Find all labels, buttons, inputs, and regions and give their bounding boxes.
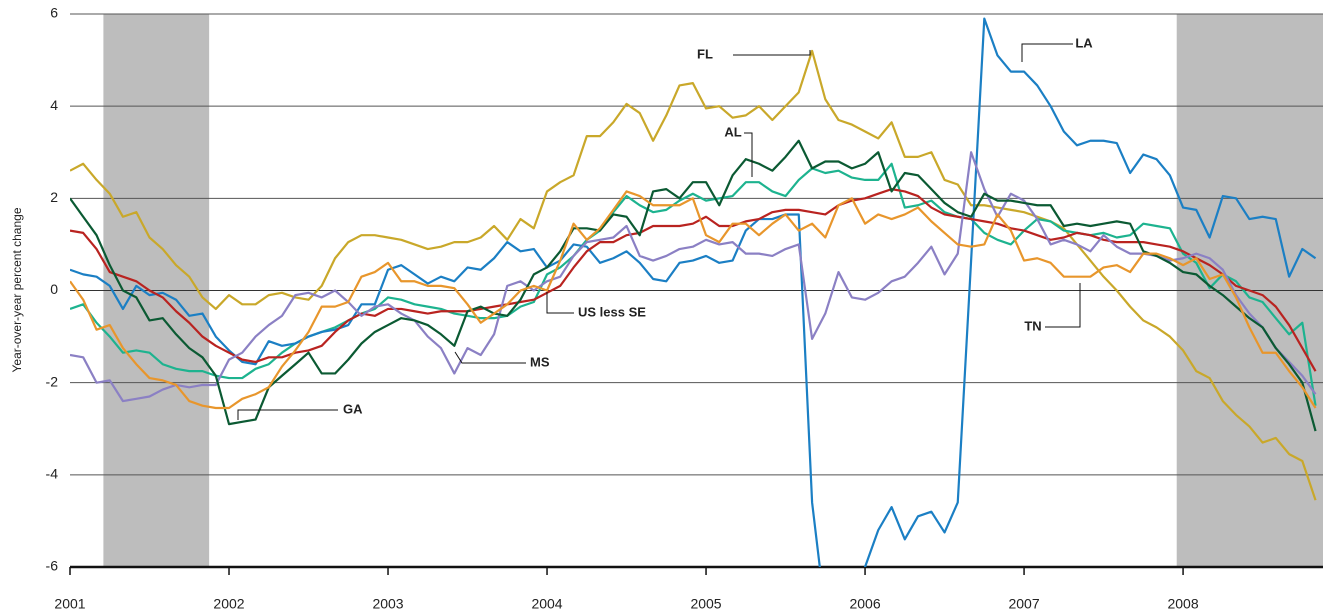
lines-layer xyxy=(70,17,1317,567)
x-tick-label: 2001 xyxy=(54,596,85,612)
series-label: AL xyxy=(724,124,741,139)
series-line xyxy=(70,151,1317,403)
leader-line xyxy=(1045,283,1081,328)
series-label: FL xyxy=(697,46,713,61)
series-line xyxy=(70,139,1317,432)
y-tick-label: 4 xyxy=(50,97,58,113)
y-tick-label: -2 xyxy=(46,373,59,389)
series-label: LA xyxy=(1075,35,1093,50)
leader-line xyxy=(237,409,338,420)
series-label: TN xyxy=(1024,318,1041,333)
grid-layer: 6 4 2 0 -2 -4 -6 2001 2002 2003 2004 2005 2006 2007 20… xyxy=(46,5,1323,612)
series-label: GA xyxy=(343,401,363,416)
y-axis-label: Year-over-year percent change xyxy=(10,207,24,372)
annotation-layer: FL AL LA US less SE MS GA TN xyxy=(237,35,1093,420)
x-tick-label: 2003 xyxy=(372,596,403,612)
x-tick-label: 2002 xyxy=(213,596,244,612)
series-label: MS xyxy=(530,354,550,369)
series-line xyxy=(70,188,1317,372)
y-tick-label: 2 xyxy=(50,189,58,205)
y-tick-label: -4 xyxy=(46,466,59,482)
x-tick-label: 2008 xyxy=(1167,596,1198,612)
series-label: US less SE xyxy=(578,304,646,319)
series-line xyxy=(70,190,1317,410)
leader-line xyxy=(454,351,526,364)
x-tick-label: 2004 xyxy=(531,596,562,612)
y-tick-label: -6 xyxy=(46,558,59,574)
leader-line xyxy=(733,50,811,56)
y-tick-label: 6 xyxy=(50,5,58,21)
x-tick-label: 2005 xyxy=(690,596,721,612)
series-line xyxy=(70,17,1317,567)
leader-line xyxy=(546,292,574,314)
leader-line xyxy=(1021,43,1073,62)
y-tick-label: 0 xyxy=(50,281,58,297)
x-tick-label: 2007 xyxy=(1008,596,1039,612)
leader-line xyxy=(744,132,753,177)
series-line xyxy=(70,49,1317,501)
x-tick-label: 2006 xyxy=(849,596,880,612)
